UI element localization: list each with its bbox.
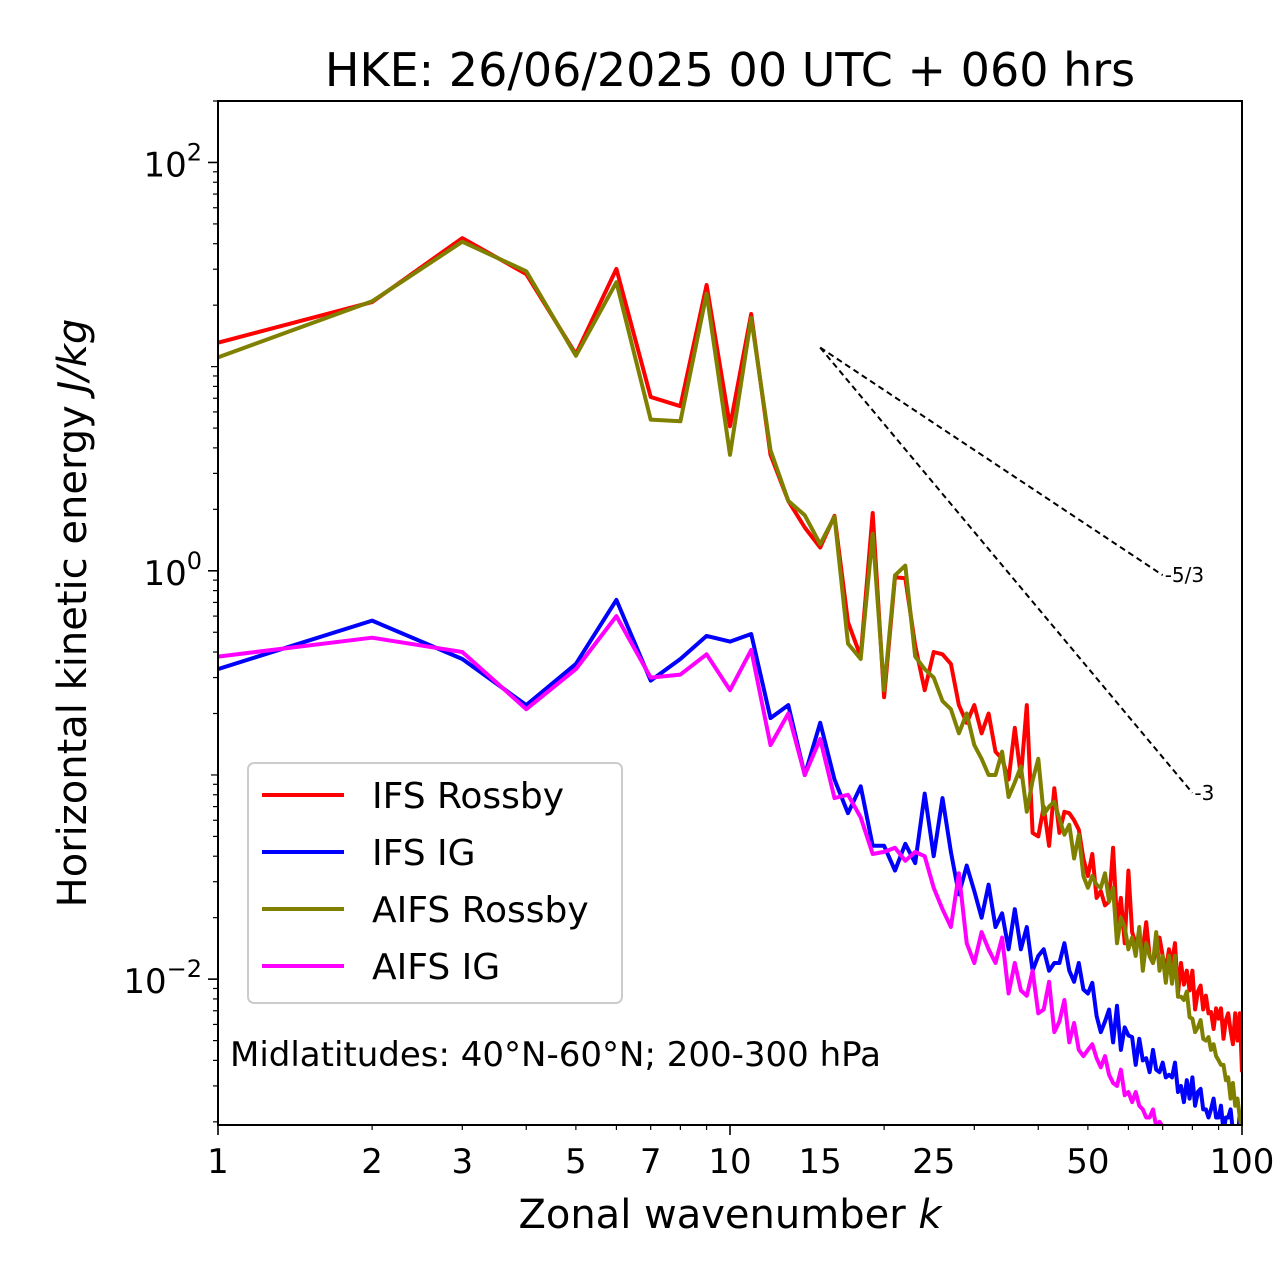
chart-title: HKE: 26/06/2025 00 UTC + 060 hrs	[325, 43, 1135, 97]
reference-label-3: -3	[1194, 781, 1214, 805]
x-tick-label: 1	[207, 1142, 229, 1182]
x-tick-label: 25	[912, 1142, 955, 1182]
series-lines	[218, 236, 1242, 1125]
y-tick-base: 10	[143, 145, 186, 185]
series-line	[218, 614, 1165, 1125]
series-line	[218, 236, 1242, 1073]
reference-line	[819, 346, 1194, 794]
y-tick-base: 10	[143, 554, 186, 594]
x-axis-ticks: 1 2 3 5 7 10 15 25 50 100	[207, 1125, 1274, 1182]
y-axis-label-unit: J/kg	[50, 319, 96, 400]
x-tick-label: 5	[565, 1142, 587, 1182]
y-tick-label: 100	[143, 547, 202, 594]
reference-label-5-3: -5/3	[1165, 563, 1204, 587]
x-axis-label-symbol: k	[918, 1192, 943, 1238]
x-tick-label: 100	[1210, 1142, 1275, 1182]
region-annotation: Midlatitudes: 40°N-60°N; 200-300 hPa	[230, 1035, 881, 1075]
y-tick-exponent: −2	[167, 955, 202, 983]
legend-label: IFS IG	[372, 833, 476, 874]
y-tick-exponent: 0	[187, 547, 202, 575]
reference-lines	[819, 346, 1194, 794]
y-tick-exponent: 2	[187, 138, 202, 166]
y-tick-base: 10	[123, 962, 166, 1002]
legend-entries: IFS Rossby IFS IG AIFS Rossby AIFS IG	[262, 776, 589, 988]
x-tick-label: 10	[708, 1142, 751, 1182]
x-tick-label: 3	[451, 1142, 473, 1182]
series-line	[218, 239, 1242, 1125]
x-axis-label-text: Zonal wavenumber	[518, 1192, 906, 1238]
legend-box	[247, 762, 623, 1004]
x-tick-label: 15	[799, 1142, 842, 1182]
reference-line	[819, 346, 1164, 577]
x-axis-label: Zonal wavenumber k	[518, 1192, 943, 1238]
x-tick-label: 7	[640, 1142, 662, 1182]
legend: IFS Rossby IFS IG AIFS Rossby AIFS IG	[247, 762, 623, 1004]
x-tick-label: 50	[1066, 1142, 1109, 1182]
y-axis-label: Horizontal kinetic energy J/kg	[50, 319, 96, 908]
series-line	[218, 597, 1242, 1125]
y-tick-label: 10−2	[123, 955, 202, 1002]
y-tick-label: 102	[143, 138, 202, 185]
legend-label: AIFS Rossby	[372, 890, 589, 931]
legend-label: AIFS IG	[372, 947, 500, 988]
legend-label: IFS Rossby	[372, 776, 564, 817]
y-axis-label-text: Horizontal kinetic energy	[50, 405, 96, 907]
x-tick-label: 2	[361, 1142, 383, 1182]
